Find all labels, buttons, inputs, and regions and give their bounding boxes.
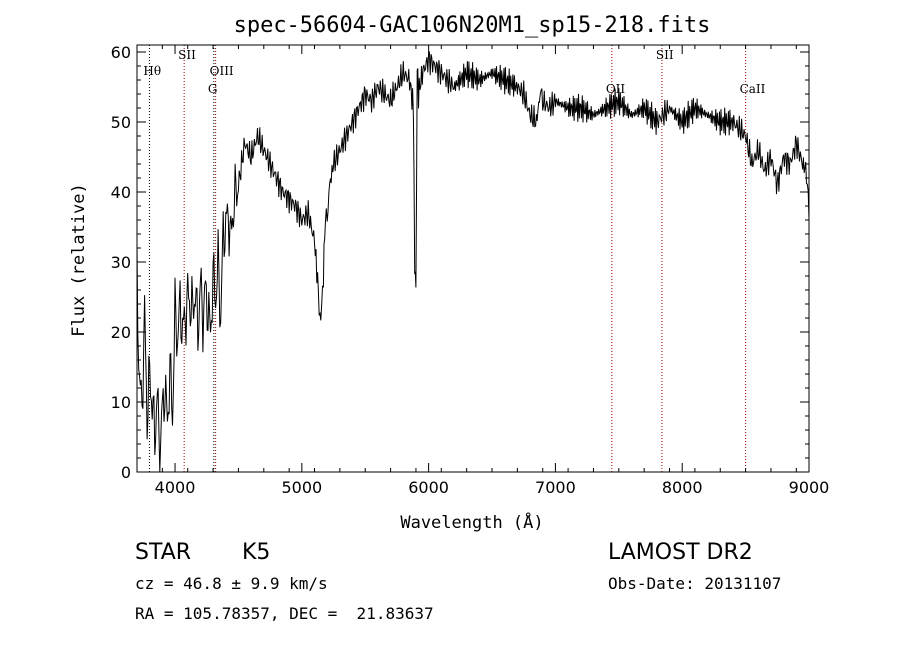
- survey-name: LAMOST DR2: [608, 540, 753, 565]
- y-tick-label: 30: [111, 253, 131, 272]
- marker-label: SII: [656, 48, 674, 62]
- x-axis: 4000 5000 6000 7000 8000 9000: [136, 45, 830, 497]
- x-axis-label: Wavelength (Å): [400, 511, 543, 533]
- marker-label: OIII: [210, 64, 234, 78]
- marker-label: SII: [178, 48, 196, 62]
- x-tick-label: 4000: [155, 478, 196, 497]
- y-tick-label: 0: [121, 463, 131, 482]
- chart-title: spec-56604-GAC106N20M1_sp15-218.fits: [234, 13, 711, 38]
- object-class: STAR: [135, 540, 192, 565]
- y-tick-label: 50: [111, 113, 131, 132]
- marker-label: G: [208, 82, 218, 96]
- marker-label: Hθ: [143, 64, 161, 78]
- subclass: K5: [242, 540, 271, 565]
- y-tick-label: 40: [111, 183, 131, 202]
- marker-label: CaII: [740, 82, 766, 96]
- observation-date: Obs-Date: 20131107: [608, 574, 782, 593]
- coordinates-readout: RA = 105.78357, DEC = 21.83637: [135, 604, 434, 623]
- x-tick-label: 5000: [281, 478, 322, 497]
- spectrum-line: [136, 51, 810, 473]
- y-tick-label: 10: [111, 393, 131, 412]
- x-tick-label: 9000: [789, 478, 830, 497]
- x-tick-label: 6000: [408, 478, 449, 497]
- x-tick-label: 8000: [662, 478, 703, 497]
- redshift-readout: cz = 46.8 ± 9.9 km/s: [135, 574, 328, 593]
- y-axis: 0 10 20 30 40 50 60: [111, 43, 809, 482]
- y-tick-label: 60: [111, 43, 131, 62]
- y-tick-label: 20: [111, 323, 131, 342]
- x-tick-label: 7000: [535, 478, 576, 497]
- plot-frame: [136, 44, 810, 473]
- line-marker-group: [148, 45, 747, 472]
- y-axis-label: Flux (relative): [69, 183, 89, 337]
